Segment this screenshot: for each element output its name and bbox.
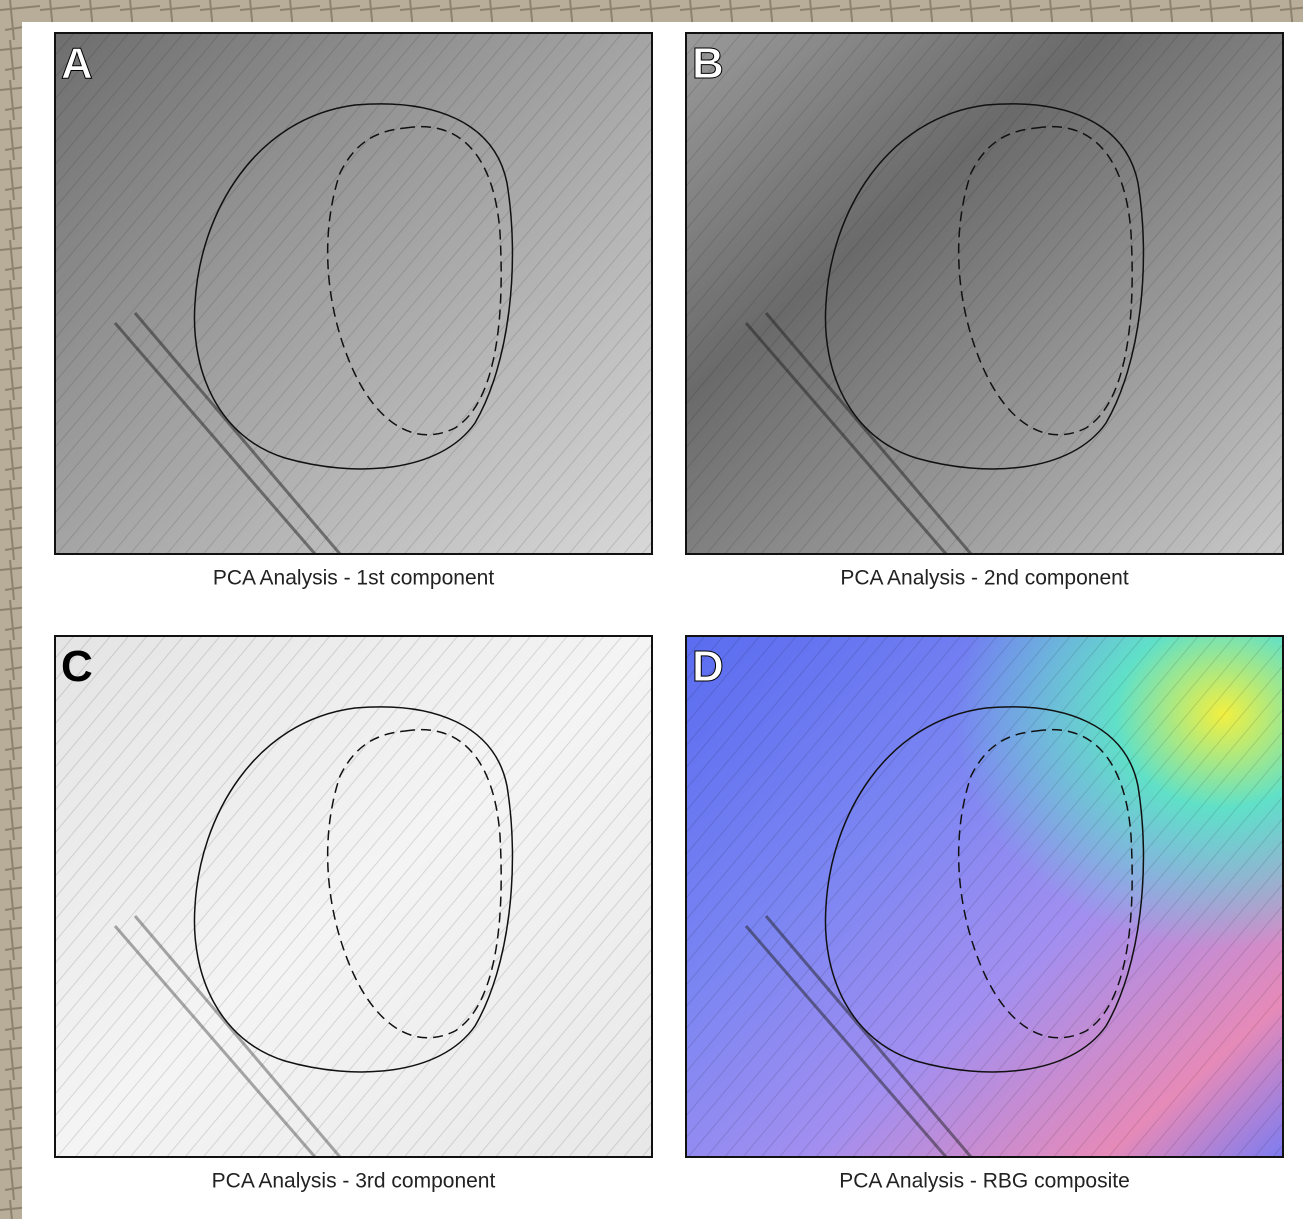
panel-caption: PCA Analysis - 1st component: [213, 567, 494, 590]
striations: [55, 33, 652, 554]
panel: A: [55, 33, 652, 554]
figure: A PCA Analysis - 1st component B PCA Analys…: [0, 0, 1303, 1219]
panel-caption: PCA Analysis - 3rd component: [212, 1170, 496, 1193]
panel-letter: A: [61, 39, 93, 88]
panel: C: [55, 636, 652, 1157]
striations: [55, 636, 652, 1157]
panel: B: [686, 33, 1283, 554]
panel-caption: PCA Analysis - RBG composite: [839, 1170, 1130, 1193]
panel: D: [686, 636, 1283, 1157]
panel-letter: C: [61, 642, 93, 691]
panel-letter: D: [692, 642, 724, 691]
striations: [686, 636, 1283, 1157]
panel-letter: B: [692, 39, 724, 88]
page: A PCA Analysis - 1st component B PCA Analys…: [0, 0, 1303, 1219]
panel-caption: PCA Analysis - 2nd component: [840, 567, 1128, 590]
striations: [686, 33, 1283, 554]
